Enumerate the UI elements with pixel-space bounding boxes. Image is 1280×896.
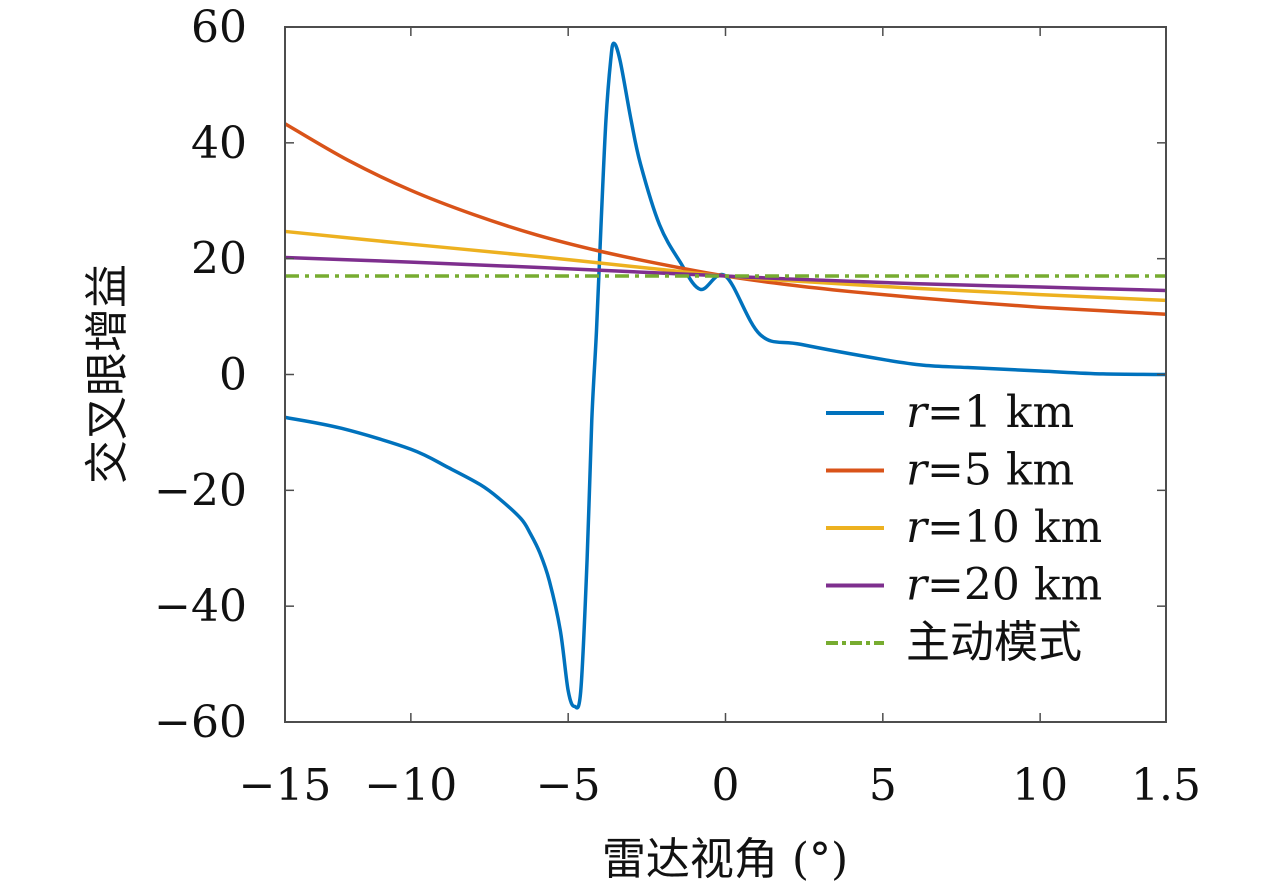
x-axis-ticks: −15 −10 −5 0 5 10 1.5 <box>239 27 1201 811</box>
x-tick-label: 1.5 <box>1131 760 1201 811</box>
legend-label-text: =20 km <box>927 560 1102 611</box>
x-tick-label: 5 <box>869 760 897 811</box>
legend-label-2: r=5 km <box>906 445 1074 496</box>
y-tick-label: −20 <box>154 465 247 516</box>
series-line-1 <box>284 41 1167 710</box>
x-tick-label: −5 <box>536 760 601 811</box>
series-line-3 <box>284 229 1167 303</box>
x-axis-title: 雷达视角 (°) <box>602 834 848 885</box>
legend-label-4: r=20 km <box>906 560 1102 611</box>
y-axis-ticks: 60 40 20 0 −20 −40 −60 <box>154 2 1166 748</box>
legend-label-variable: r <box>906 445 930 496</box>
x-tick-label: −10 <box>364 760 457 811</box>
y-tick-label: −60 <box>154 697 247 748</box>
y-axis-title: 交叉眼增益 <box>82 264 133 484</box>
legend-label-text: 主动模式 <box>906 617 1082 668</box>
legend-label-text: =1 km <box>927 387 1074 438</box>
x-tick-label: 0 <box>712 760 740 811</box>
legend-label-1: r=1 km <box>906 387 1074 438</box>
x-tick-label: −15 <box>239 760 332 811</box>
legend-label-variable: r <box>906 387 930 438</box>
y-tick-label: −40 <box>154 581 247 632</box>
legend-label-5: 主动模式 <box>906 617 1082 668</box>
plot-lines <box>284 41 1167 710</box>
legend-label-text: =5 km <box>927 445 1074 496</box>
x-tick-label: 10 <box>1012 760 1068 811</box>
legend-label-3: r=10 km <box>906 502 1102 553</box>
y-tick-label: 60 <box>191 2 247 53</box>
y-tick-label: 40 <box>191 118 247 169</box>
legend-label-text: =10 km <box>927 502 1102 553</box>
y-tick-label: 0 <box>219 350 247 401</box>
legend-label-variable: r <box>906 502 930 553</box>
legend-label-variable: r <box>906 560 930 611</box>
y-tick-label: 20 <box>191 234 247 285</box>
